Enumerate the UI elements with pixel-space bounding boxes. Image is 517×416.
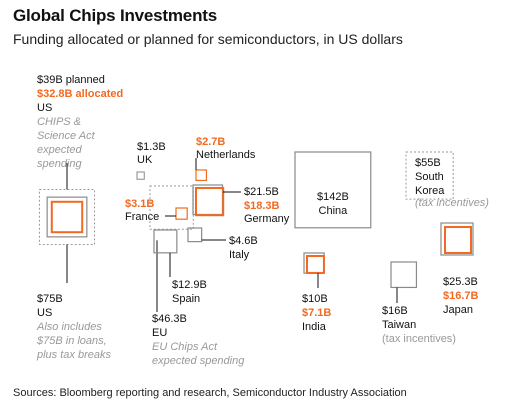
- us-planned-square: [46, 196, 88, 238]
- south-korea-value-label: $55B: [415, 157, 441, 169]
- taiwan-note: (tax incentives): [382, 333, 456, 345]
- uk-country-label: UK: [137, 154, 153, 166]
- eu-value-label: $46.3B: [152, 313, 187, 325]
- us-note-line: expected: [37, 144, 83, 156]
- us-planned-label: $39B planned: [37, 74, 105, 86]
- france-square: [175, 207, 188, 220]
- taiwan-square: [390, 261, 418, 289]
- spain-square: [153, 229, 178, 254]
- italy-country-label: Italy: [229, 249, 250, 261]
- india-planned-label: $10B: [302, 293, 328, 305]
- germany-allocated-square: [195, 187, 225, 217]
- netherlands-country-label: Netherlands: [196, 149, 256, 161]
- italy-value-label: $4.6B: [229, 235, 258, 247]
- japan-country-label: Japan: [443, 304, 473, 316]
- netherlands-value-label: $2.7B: [196, 136, 225, 148]
- chart-title: Global Chips Investments: [13, 6, 217, 25]
- netherlands-square: [195, 169, 208, 182]
- germany-planned-square: [192, 184, 224, 216]
- india-allocated-square: [306, 255, 325, 274]
- japan-allocated-square: [444, 226, 472, 254]
- source-note: Sources: Bloomberg reporting and researc…: [13, 387, 407, 399]
- us-total-note-line: $75B in loans,: [36, 335, 107, 347]
- japan-planned-square: [440, 222, 474, 256]
- france-value-label: $3.1B: [125, 198, 154, 210]
- south-korea-country-line2: Korea: [415, 185, 445, 197]
- germany-allocated-label: $18.3B: [244, 200, 280, 212]
- india-country-label: India: [302, 321, 327, 333]
- us-note-line: spending: [37, 158, 83, 170]
- us-note-line: CHIPS &: [37, 116, 81, 128]
- japan-allocated-label: $16.7B: [443, 290, 479, 302]
- china-square: [294, 151, 372, 229]
- spain-country-label: Spain: [172, 293, 200, 305]
- us-total-country-label: US: [37, 307, 52, 319]
- germany-planned-label: $21.5B: [244, 186, 279, 198]
- us-allocated-square: [50, 200, 84, 234]
- germany-country-label: Germany: [244, 213, 290, 225]
- eu-country-label: EU: [152, 327, 167, 339]
- india-allocated-label: $7.1B: [302, 307, 331, 319]
- japan-planned-label: $25.3B: [443, 276, 478, 288]
- spain-value-label: $12.9B: [172, 279, 207, 291]
- taiwan-value-label: $16B: [382, 305, 408, 317]
- us-total-note-line: Also includes: [36, 321, 102, 333]
- us-total-label: $75B: [37, 293, 63, 305]
- eu-note-line: expected spending: [152, 355, 245, 367]
- uk-value-label: $1.3B: [137, 141, 166, 153]
- us-country-label: US: [37, 102, 52, 114]
- south-korea-country-line1: South: [415, 171, 444, 183]
- italy-square: [187, 227, 203, 243]
- taiwan-country-label: Taiwan: [382, 319, 416, 331]
- us-note-line: Science Act: [37, 130, 96, 142]
- eu-note-line: EU Chips Act: [152, 341, 218, 353]
- south-korea-square: [405, 151, 454, 200]
- south-korea-note: (tax incentives): [415, 197, 489, 209]
- china-value-label: $142B: [317, 191, 349, 203]
- chart-subtitle: Funding allocated or planned for semicon…: [13, 31, 403, 47]
- uk-square: [136, 171, 145, 180]
- france-country-label: France: [125, 211, 159, 223]
- china-country-label: China: [319, 205, 349, 217]
- us-total-note-line: plus tax breaks: [36, 349, 111, 361]
- us-allocated-label: $32.8B allocated: [37, 88, 123, 100]
